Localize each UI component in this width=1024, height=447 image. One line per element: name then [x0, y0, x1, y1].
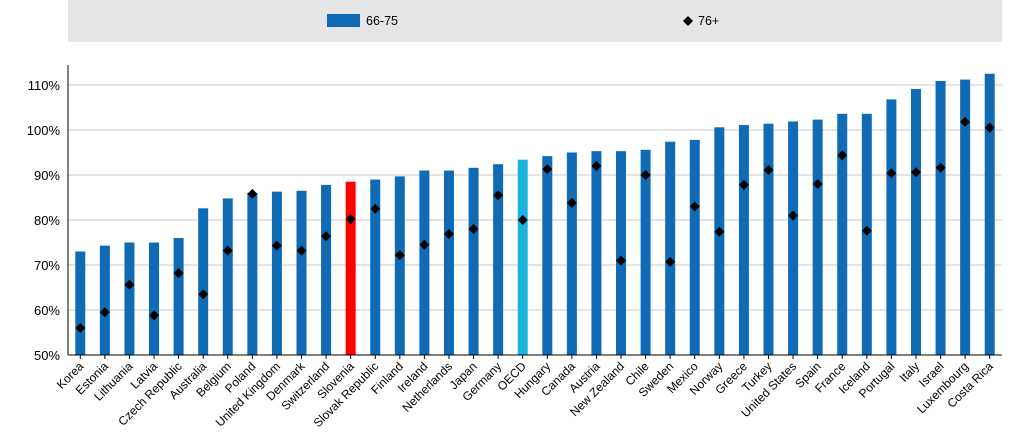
- bar: [714, 127, 724, 355]
- y-tick-label: 100%: [27, 123, 61, 138]
- y-tick-label: 80%: [34, 213, 60, 228]
- bar: [739, 125, 749, 355]
- chart: 66-75 76+ 50% 60% 70% 80% 90% 100% 110% KoreaEs…: [0, 0, 1024, 447]
- bar: [665, 142, 675, 355]
- bar: [518, 160, 528, 355]
- bar: [567, 153, 577, 356]
- bar: [886, 99, 896, 355]
- y-tick-label: 90%: [34, 168, 60, 183]
- bar: [444, 171, 454, 356]
- bar: [419, 171, 429, 356]
- bar: [346, 182, 356, 355]
- bar: [469, 168, 479, 355]
- bar: [936, 81, 946, 355]
- bar: [297, 191, 307, 355]
- y-tick-label: 50%: [34, 348, 60, 363]
- bar: [174, 238, 184, 355]
- bar: [788, 121, 798, 355]
- bar: [100, 246, 110, 355]
- bar: [813, 120, 823, 355]
- bar: [911, 89, 921, 355]
- markers: [75, 117, 994, 333]
- y-tick-label: 110%: [28, 78, 61, 93]
- bar: [75, 252, 85, 356]
- legend-label-marker: 76+: [698, 14, 719, 28]
- bar: [247, 193, 257, 355]
- legend-swatch-bar: [327, 14, 360, 27]
- bar: [641, 150, 651, 355]
- bar: [124, 243, 134, 356]
- legend-label-bar: 66-75: [366, 14, 398, 28]
- y-tick-label: 70%: [34, 258, 60, 273]
- bar: [764, 124, 774, 355]
- bar: [149, 243, 159, 356]
- y-axis: 50% 60% 70% 80% 90% 100% 110%: [27, 65, 68, 363]
- bar: [272, 192, 282, 355]
- bar: [985, 74, 995, 355]
- bars: [75, 74, 994, 355]
- bar: [198, 208, 208, 355]
- bar: [690, 140, 700, 355]
- y-tick-label: 60%: [34, 303, 60, 318]
- bar: [616, 151, 626, 355]
- bar: [395, 176, 405, 355]
- legend-box: [68, 0, 1002, 42]
- bar: [837, 114, 847, 355]
- bar: [321, 185, 331, 355]
- bar: [591, 151, 601, 355]
- bar: [542, 156, 552, 355]
- bar: [223, 198, 233, 355]
